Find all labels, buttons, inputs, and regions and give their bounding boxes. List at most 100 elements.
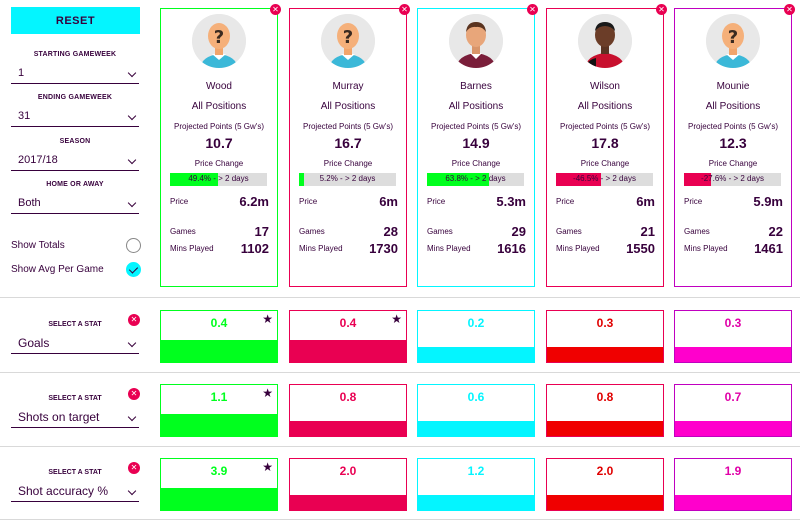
stat-value-box: 0.6 — [417, 384, 535, 437]
stat-value-box: 0.3 — [546, 310, 664, 363]
remove-stat-button[interactable]: ✕ — [128, 462, 140, 474]
stat-value-box: 0.7 — [674, 384, 792, 437]
stat-bar-fill — [418, 494, 534, 510]
show-totals-toggle[interactable]: Show Totals — [11, 238, 141, 256]
price-row: Price 6.2m — [170, 193, 269, 209]
stat-bar-fill — [161, 413, 277, 436]
stat-value-box: 0.8 — [546, 384, 664, 437]
price-change-bar: 63.8% - > 2 days — [427, 173, 524, 186]
price-label: Price — [427, 197, 446, 206]
stat-value: 0.4 — [339, 316, 357, 330]
projected-points-label: Projected Points (5 Gw's) — [430, 122, 521, 131]
stat-value: 0.3 — [724, 316, 742, 330]
price-value: 5.3m — [496, 194, 526, 209]
ending-gameweek-label: ENDING GAMEWEEK — [37, 94, 113, 101]
price-change-text: -27.6% - > 2 days — [701, 174, 764, 183]
chevron-down-icon — [127, 68, 137, 78]
stat-select-value: Goals — [18, 336, 50, 350]
games-label: Games — [684, 227, 710, 236]
ending-gameweek-value: 31 — [18, 110, 31, 122]
ending-gameweek-select[interactable]: 31 — [11, 107, 139, 127]
stat-select-value: Shots on target — [18, 410, 100, 424]
stat-bar-fill — [161, 339, 277, 362]
chevron-down-icon — [127, 198, 137, 208]
show-avg-per-game-toggle[interactable]: Show Avg Per Game — [11, 262, 141, 280]
price-label: Price — [684, 197, 703, 206]
mins-played-value: 1616 — [497, 241, 526, 256]
mins-played-row: Mins Played 1730 — [299, 240, 398, 256]
remove-player-button[interactable]: ✕ — [399, 4, 410, 15]
select-stat-label: SELECT A STAT — [48, 469, 102, 476]
row-divider — [0, 519, 800, 520]
player-name: Murray — [332, 81, 364, 92]
remove-player-button[interactable]: ✕ — [656, 4, 667, 15]
projected-points-value: 17.8 — [591, 135, 619, 151]
stat-bar-fill — [675, 494, 791, 510]
season-select[interactable]: 2017/18 — [11, 151, 139, 171]
stat-value-box: 0.8 — [289, 384, 407, 437]
price-change-text: 63.8% - > 2 days — [445, 174, 506, 183]
remove-player-button[interactable]: ✕ — [784, 4, 795, 15]
price-value: 5.9m — [753, 194, 783, 209]
placeholder-avatar-icon: ? — [706, 14, 760, 68]
games-label: Games — [170, 227, 196, 236]
price-row: Price 6m — [299, 193, 398, 209]
games-value: 29 — [511, 224, 526, 239]
stat-value-box: 2.0 — [546, 458, 664, 511]
price-change-bar: 49.4% - > 2 days — [170, 173, 267, 186]
price-change-text: 49.4% - > 2 days — [188, 174, 249, 183]
stat-value: 2.0 — [339, 464, 357, 478]
player-photo-barnes — [449, 14, 503, 68]
price-row: Price 5.9m — [684, 193, 783, 209]
svg-text:?: ? — [343, 27, 353, 48]
stat-value-box: 2.0 — [289, 458, 407, 511]
price-label: Price — [299, 197, 318, 206]
price-change-bar: 5.2% - > 2 days — [299, 173, 396, 186]
stat-value: 2.0 — [596, 464, 614, 478]
price-change-fill — [170, 173, 218, 186]
stat-value-box: 0.4 ★ — [289, 310, 407, 363]
svg-text:?: ? — [214, 27, 224, 48]
stat-select[interactable]: Shot accuracy % — [11, 480, 139, 502]
chevron-down-icon — [127, 412, 137, 422]
price-label: Price — [556, 197, 575, 206]
stat-value: 1.2 — [467, 464, 485, 478]
stat-select[interactable]: Goals — [11, 332, 139, 354]
games-label: Games — [556, 227, 582, 236]
reset-button[interactable]: RESET — [11, 7, 140, 34]
player-card: ✕ ? Mounie All Positions Projected Point… — [674, 4, 795, 287]
home-or-away-select[interactable]: Both — [11, 194, 139, 214]
show-totals-radio[interactable] — [126, 238, 141, 253]
stat-bar-fill — [547, 346, 663, 362]
player-position: All Positions — [448, 101, 504, 112]
price-change-label: Price Change — [708, 159, 758, 168]
remove-stat-button[interactable]: ✕ — [128, 314, 140, 326]
row-divider — [0, 297, 800, 298]
price-change-text: 5.2% - > 2 days — [319, 174, 376, 183]
star-icon: ★ — [262, 312, 273, 326]
mins-played-value: 1730 — [369, 241, 398, 256]
starting-gameweek-select[interactable]: 1 — [11, 64, 139, 84]
show-avg-per-game-radio[interactable] — [126, 262, 141, 277]
row-divider — [0, 446, 800, 447]
mins-played-row: Mins Played 1102 — [170, 240, 269, 256]
remove-player-button[interactable]: ✕ — [527, 4, 538, 15]
star-icon: ★ — [262, 386, 273, 400]
price-change-label: Price Change — [194, 159, 244, 168]
stat-value: 1.1 — [210, 390, 228, 404]
games-value: 28 — [383, 224, 398, 239]
player-card: ✕ ? Murray All Positions Projected Point… — [289, 4, 410, 287]
price-change-bar: -46.5% - > 2 days — [556, 173, 653, 186]
player-position: All Positions — [705, 101, 761, 112]
stat-select[interactable]: Shots on target — [11, 406, 139, 428]
stat-bar-fill — [290, 420, 406, 436]
remove-stat-button[interactable]: ✕ — [128, 388, 140, 400]
season-label: SEASON — [59, 138, 91, 145]
remove-player-button[interactable]: ✕ — [270, 4, 281, 15]
games-row: Games 29 — [427, 223, 526, 239]
stat-value: 0.4 — [210, 316, 228, 330]
placeholder-avatar-icon: ? — [321, 14, 375, 68]
stat-value-box: 0.2 — [417, 310, 535, 363]
player-name: Wood — [206, 81, 232, 92]
price-change-fill — [427, 173, 489, 186]
